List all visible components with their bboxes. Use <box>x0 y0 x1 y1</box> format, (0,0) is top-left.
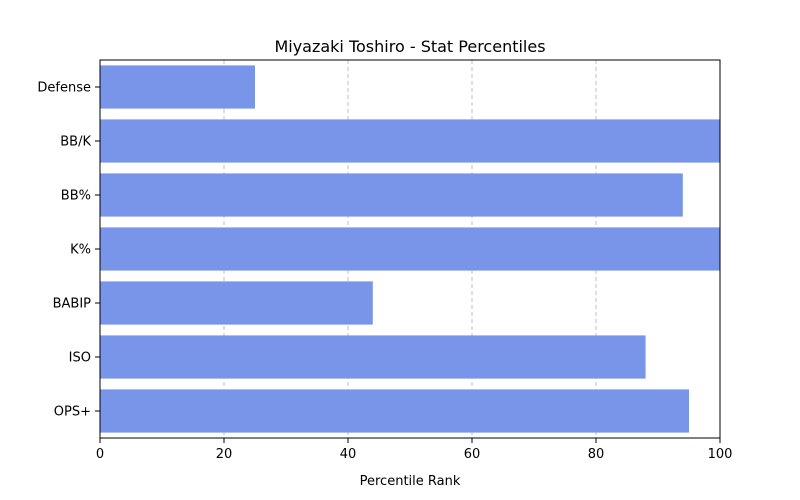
y-tick-label: Defense <box>37 81 91 96</box>
bar <box>100 335 646 379</box>
y-axis: OPS+ ISO BABIP K% BB% BB/K Defense <box>37 81 100 420</box>
x-tick-label: 40 <box>340 447 357 462</box>
x-tick-label: 60 <box>464 447 481 462</box>
y-tick-label: OPS+ <box>54 405 91 420</box>
x-tick-label: 0 <box>96 447 104 462</box>
bars <box>100 65 720 433</box>
bar <box>100 173 683 217</box>
x-tick-label: 20 <box>216 447 233 462</box>
bar <box>100 281 373 325</box>
bar <box>100 227 720 271</box>
y-tick-label: BB% <box>61 189 91 204</box>
x-tick-label: 80 <box>588 447 605 462</box>
y-tick-label: K% <box>70 243 91 258</box>
bar <box>100 119 720 163</box>
x-axis: 0 20 40 60 80 100 <box>96 438 733 462</box>
bar <box>100 389 689 433</box>
x-tick-label: 100 <box>708 447 733 462</box>
x-axis-label: Percentile Rank <box>360 474 461 489</box>
y-tick-label: BABIP <box>53 297 92 312</box>
bar <box>100 65 255 109</box>
y-tick-label: ISO <box>69 351 91 366</box>
y-tick-label: BB/K <box>60 135 91 150</box>
chart-title: Miyazaki Toshiro - Stat Percentiles <box>274 37 545 56</box>
